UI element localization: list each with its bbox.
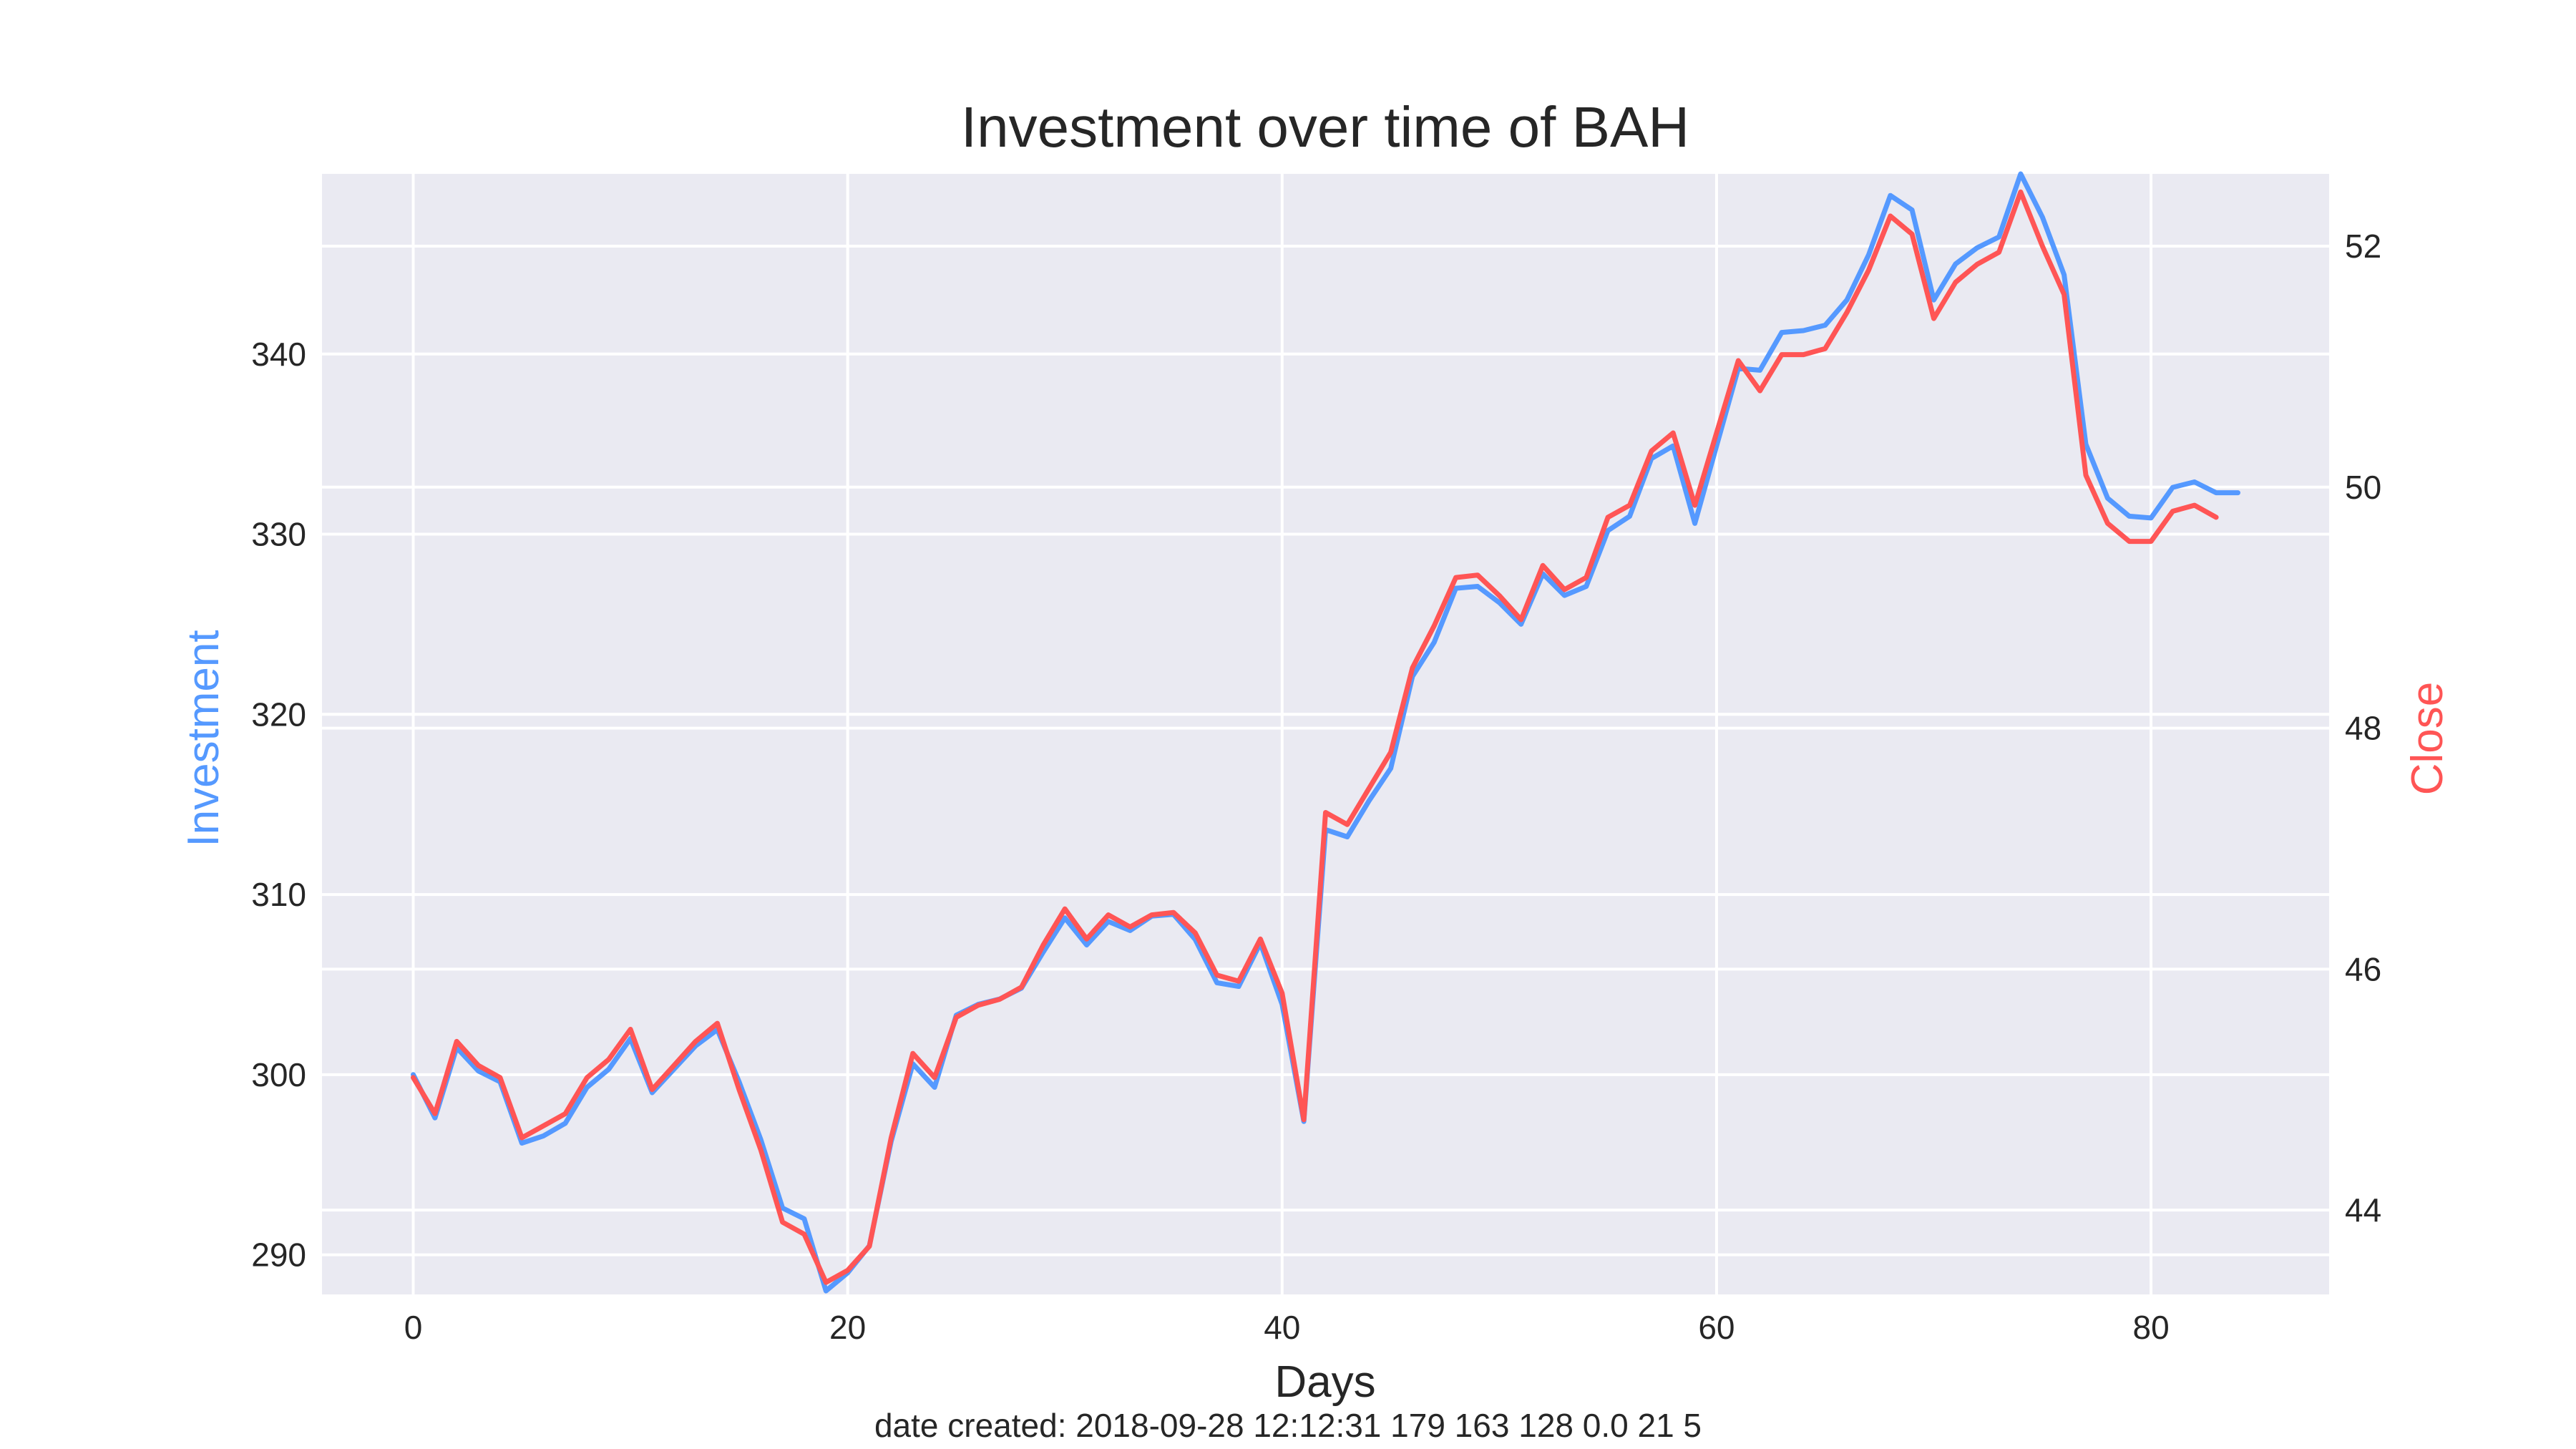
left-y-axis-label: Investment: [179, 630, 228, 847]
left-y-tick-label: 340: [251, 336, 306, 373]
x-tick-label: 0: [404, 1309, 423, 1346]
x-tick-label: 20: [829, 1309, 866, 1346]
close-line: [411, 189, 2219, 1285]
right-y-tick-label: 44: [2345, 1191, 2381, 1229]
right-y-axis-label: Close: [2403, 682, 2452, 796]
left-y-tick-label: 320: [251, 696, 306, 733]
right-y-tick-label: 46: [2345, 950, 2381, 987]
x-tick-label: 60: [1698, 1309, 1735, 1346]
left-y-tick-label: 310: [251, 876, 306, 913]
right-y-tick-label: 50: [2345, 469, 2381, 506]
tick-labels: 0 20 40 60 80 290 300 310 320 330 340 44 46 48 50 52: [251, 228, 2381, 1346]
plot-background: [322, 174, 2329, 1294]
right-y-tick-label: 48: [2345, 710, 2381, 747]
left-y-tick-label: 300: [251, 1056, 306, 1093]
x-tick-label: 80: [2132, 1309, 2169, 1346]
x-tick-label: 40: [1264, 1309, 1300, 1346]
footer-text: date created: 2018-09-28 12:12:31 179 16…: [874, 1407, 1702, 1444]
series-layer: [411, 171, 2240, 1294]
chart-title: Investment over time of BAH: [961, 95, 1689, 159]
left-y-tick-label: 290: [251, 1236, 306, 1274]
grid: [322, 174, 2329, 1294]
left-y-tick-label: 330: [251, 516, 306, 553]
right-y-tick-label: 52: [2345, 228, 2381, 265]
x-axis-label: Days: [1274, 1357, 1375, 1407]
